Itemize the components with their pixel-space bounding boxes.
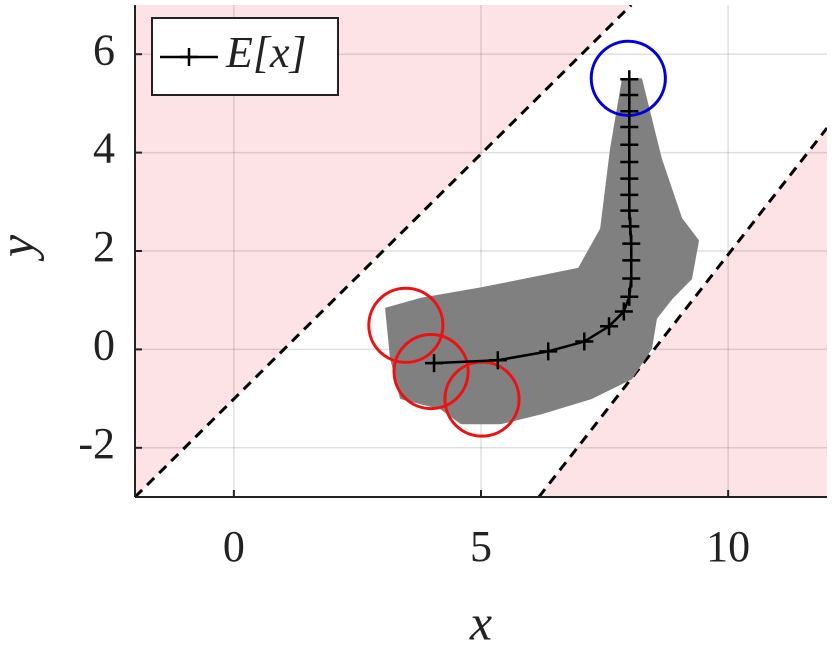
- marker: [614, 302, 633, 321]
- marker: [620, 185, 639, 204]
- legend-marker: [180, 48, 198, 66]
- trajectory-band: [385, 78, 699, 425]
- marker: [620, 287, 639, 306]
- marker: [600, 317, 619, 336]
- legend-label: E[x]: [225, 28, 307, 77]
- y-tick-label: 4: [93, 124, 115, 173]
- x-axis-label: x: [469, 594, 492, 650]
- marker: [620, 201, 639, 220]
- marker: [620, 102, 639, 121]
- marker: [539, 342, 558, 361]
- constraint-line: [135, 5, 633, 497]
- marker: [622, 251, 641, 270]
- x-tick-label: 0: [223, 522, 245, 571]
- marker: [620, 70, 639, 89]
- obstacle-circle: [392, 332, 470, 411]
- marker: [575, 332, 594, 351]
- y-tick-label: 0: [93, 320, 115, 369]
- marker: [620, 152, 639, 171]
- marker: [620, 86, 639, 105]
- marker: [620, 169, 639, 188]
- marker: [620, 118, 639, 137]
- obstacle-circle: [367, 286, 445, 364]
- plot-area: [135, 5, 827, 497]
- y-axis-label: y: [0, 234, 44, 262]
- y-tick-label: 2: [93, 222, 115, 271]
- marker: [622, 269, 641, 288]
- x-tick-label: 10: [706, 522, 750, 571]
- y-tick-label: 6: [93, 25, 115, 74]
- marker: [621, 217, 640, 236]
- marker: [425, 354, 444, 373]
- marker: [620, 135, 639, 154]
- marker: [488, 351, 507, 370]
- y-tick-label: -2: [78, 419, 115, 468]
- infeasible-region: [538, 128, 827, 497]
- x-tick-label: 5: [470, 522, 492, 571]
- marker: [622, 234, 641, 253]
